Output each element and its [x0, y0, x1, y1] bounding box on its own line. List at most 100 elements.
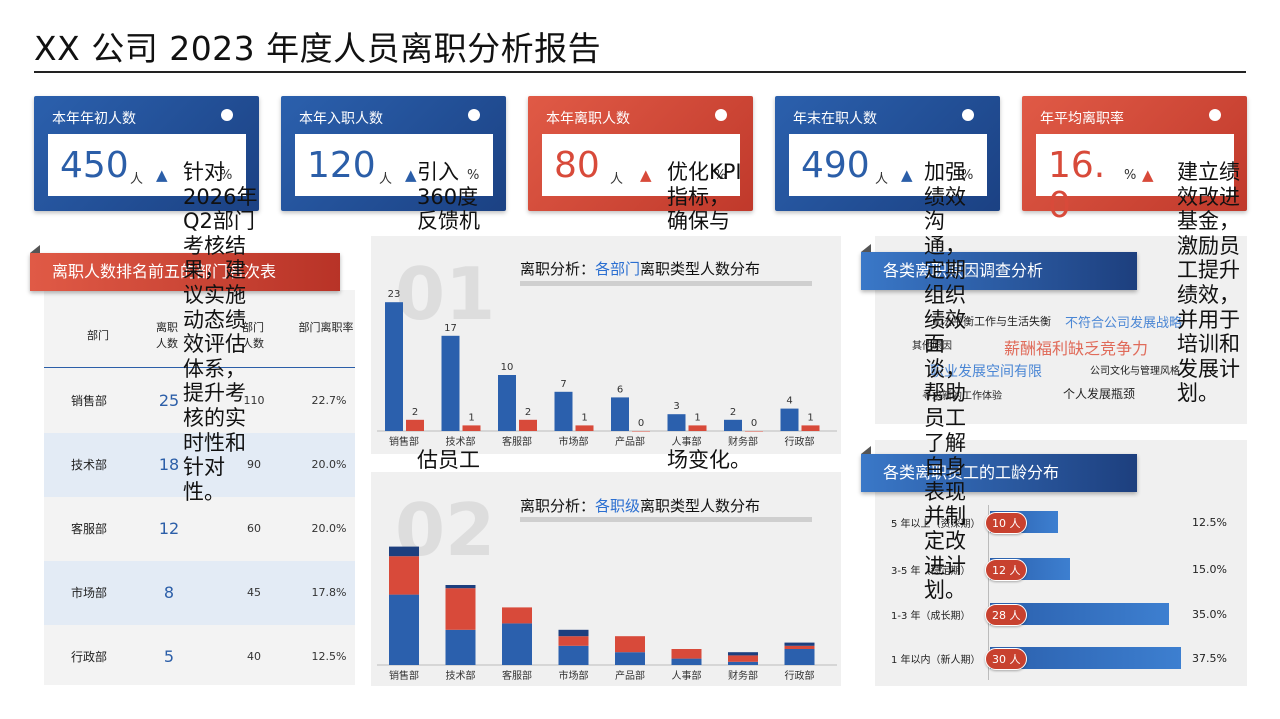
dot-icon — [468, 109, 480, 121]
tenure-label: 3-5 年（稳定期） — [891, 566, 971, 577]
bar — [780, 408, 799, 431]
cell-count: 8 — [163, 583, 175, 602]
stacked-bar-segment — [615, 636, 645, 653]
bar-data-label: 7 — [560, 379, 566, 390]
x-tick-label: 产品部 — [615, 669, 645, 682]
header-total: 部门人数 — [242, 321, 264, 350]
bar — [667, 414, 686, 431]
tenure-label: 1 年以内（新人期） — [891, 655, 981, 666]
cell-dept: 客服部 — [70, 522, 107, 536]
bar-data-label: 1 — [807, 412, 813, 423]
title-suffix: 离职类型人数分布 — [640, 497, 761, 515]
stacked-bar-segment — [502, 623, 532, 665]
word-strategy-mismatch: 不符合公司发展战略 — [1065, 316, 1183, 331]
cell-total: 110 — [243, 394, 265, 407]
kpi-desc-initial: 针对2026年Q2部门考核结果，建议实施动态绩效评估体系，提升考核的实时性和针对… — [183, 160, 258, 504]
bar — [575, 425, 594, 431]
kpi-label: 年平均离职率 — [1040, 111, 1124, 127]
trend-up-icon: ▲ — [405, 166, 417, 184]
stacked-bar-segment — [784, 642, 815, 646]
bar-data-label: 4 — [786, 396, 792, 407]
x-tick-label: 销售部 — [389, 435, 419, 448]
tenure-percent: 37.5% — [1192, 652, 1227, 665]
bar — [385, 302, 403, 431]
title-divider — [34, 71, 1246, 73]
stacked-bar-segment — [728, 652, 758, 656]
bar-data-label: 1 — [468, 412, 474, 423]
title-highlight: 各职级 — [595, 497, 641, 515]
dot-icon — [962, 109, 974, 121]
x-tick-label: 行政部 — [785, 669, 815, 682]
kpi-unit: 人 — [130, 172, 144, 187]
stacked-bar-segment — [615, 652, 645, 665]
kpi-label: 本年离职人数 — [546, 111, 630, 127]
bar-data-label: 23 — [388, 289, 401, 300]
header-count: 离职人数 — [156, 321, 178, 350]
stacked-bar-segment — [389, 546, 419, 557]
x-tick-label: 行政部 — [785, 435, 815, 448]
x-tick-label: 财务部 — [728, 669, 758, 682]
cell-dept: 市场部 — [70, 586, 107, 600]
kpi-desc-new-hires-top: 引入360度反馈机制，全面评估员工 — [417, 160, 497, 234]
title-suffix: 离职类型人数分布 — [640, 260, 761, 278]
x-tick-label: 产品部 — [615, 435, 645, 448]
kpi-value: 490 — [801, 145, 870, 186]
kpi-card-departures: 本年离职人数 80 人 ▲ % — [528, 96, 753, 211]
bar-data-label: 2 — [525, 407, 531, 418]
kpi-value: 80 — [554, 145, 600, 186]
kpi-unit: 人 — [379, 172, 393, 187]
table-row: 销售部 25 110 22.7% — [44, 369, 355, 433]
dot-icon — [221, 109, 233, 121]
cell-total: 40 — [247, 650, 261, 663]
cell-rate: 12.5% — [311, 650, 347, 663]
dot-icon — [715, 109, 727, 121]
cell-total: 90 — [247, 458, 261, 471]
bar-data-label: 0 — [638, 418, 644, 429]
title-underline — [520, 281, 812, 286]
word-work-life: 无法平衡工作与生活失衡 — [930, 315, 1051, 328]
bar — [441, 335, 460, 431]
kpi-desc-year-end: 加强绩效沟通，定期组织绩效面谈，帮助员工了解自身表现并制定改进计划。 — [924, 160, 966, 603]
cell-count: 5 — [163, 647, 175, 666]
word-bottleneck: 个人发展瓶颈 — [1063, 387, 1136, 401]
tenure-axis — [988, 505, 989, 680]
dot-icon — [1209, 109, 1221, 121]
tenure-tag-label: 各类离职员工的工龄分布 — [883, 463, 1060, 482]
stacked-bar-segment — [445, 629, 476, 665]
kpi-unit: 人 — [875, 172, 889, 187]
kpi-unit: 人 — [610, 172, 624, 187]
x-tick-label: 技术部 — [446, 669, 476, 682]
table-header: 部门 离职人数 部门人数 部门离职率 — [44, 296, 355, 368]
bar — [406, 419, 424, 431]
trend-up-icon: ▲ — [1142, 166, 1154, 184]
stacked-bar-segment — [784, 649, 815, 665]
kpi-card-new-hires: 本年入职人数 120 人 ▲ % — [281, 96, 506, 211]
stacked-bar-segment — [502, 607, 532, 624]
bar-data-label: 17 — [444, 323, 457, 334]
bar — [724, 419, 742, 431]
kpi-percent: % — [714, 168, 727, 183]
kpi-value: 120 — [307, 145, 376, 186]
kpi-value-box: 16.0 % ▲ — [1036, 134, 1234, 226]
tenure-count-pill: 10 人 — [985, 512, 1027, 534]
word-compensation: 薪酬福利缺乏竞争力 — [1004, 339, 1149, 358]
bar — [498, 375, 516, 431]
stacked-bar-segment — [558, 645, 589, 665]
tenure-percent: 35.0% — [1192, 608, 1227, 621]
level-chart-title: 离职分析：各职级离职类型人数分布 — [520, 495, 760, 516]
tenure-label: 1-3 年（成长期） — [891, 611, 971, 622]
section-number: 01 — [395, 252, 496, 336]
stacked-bar-segment — [389, 556, 419, 595]
cell-count: 18 — [158, 455, 180, 474]
bar — [745, 431, 763, 432]
bar-data-label: 0 — [751, 418, 757, 429]
ranking-tag-label: 离职人数排名前五的部门名次表 — [52, 262, 277, 281]
ribbon-fold — [861, 244, 871, 252]
kpi-label: 年末在职人数 — [793, 111, 877, 127]
bar-data-label: 6 — [617, 384, 623, 395]
cell-dept: 销售部 — [70, 394, 107, 408]
tenure-label: 5 年以上（资深期） — [891, 519, 981, 530]
dept-chart-title: 离职分析：各部门离职类型人数分布 — [520, 258, 760, 279]
ribbon-fold — [861, 446, 871, 454]
kpi-percent: % — [220, 168, 233, 183]
